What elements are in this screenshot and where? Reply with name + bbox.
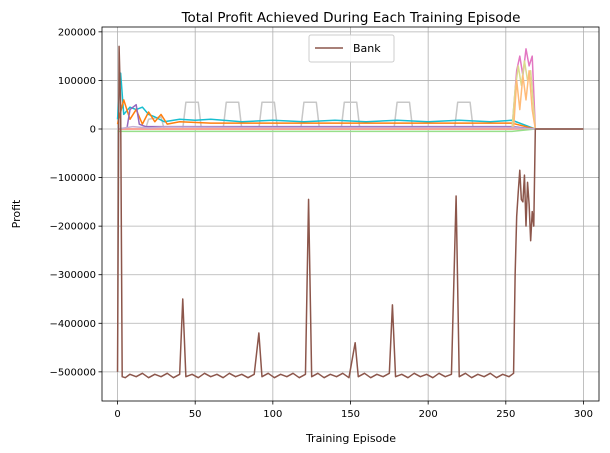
series-line (117, 101, 584, 130)
bank-series (116, 45, 584, 379)
x-tick-label: 300 (574, 409, 593, 420)
x-tick-label: 200 (419, 409, 438, 420)
x-tick-label: 0 (114, 409, 120, 420)
x-tick-label: 100 (263, 409, 282, 420)
legend-label-bank: Bank (353, 42, 381, 55)
x-tick-label: 150 (341, 409, 360, 420)
y-axis-title: Profit (10, 199, 23, 228)
legend-box (308, 34, 395, 63)
y-tick-label: −200000 (49, 222, 96, 233)
y-axis-ticks: 200000 100000 0 −100000 −200000 −300000 −40000… (49, 27, 102, 378)
series-line (116, 99, 584, 130)
y-tick-label: −500000 (49, 367, 96, 378)
y-tick-label: −400000 (49, 319, 96, 330)
x-axis-ticks: 0 50 100 150 200 250 300 (114, 401, 593, 420)
x-tick-label: 50 (189, 409, 202, 420)
series-line (117, 125, 584, 130)
legend: Bank (308, 34, 395, 63)
series-line (117, 69, 584, 130)
plot-area (101, 26, 600, 402)
y-tick-label: 100000 (58, 76, 96, 87)
series-line (117, 60, 584, 130)
y-tick-label: 200000 (58, 27, 96, 38)
chart-title: Total Profit Achieved During Each Traini… (181, 10, 521, 26)
x-axis-title: Training Episode (305, 432, 396, 445)
series-line (116, 72, 584, 130)
x-tick-label: 250 (496, 409, 515, 420)
y-tick-label: −300000 (49, 270, 96, 281)
y-tick-label: −100000 (49, 173, 96, 184)
y-tick-label: 0 (90, 125, 96, 136)
background-series (116, 48, 584, 133)
bank-series-line (116, 45, 584, 379)
